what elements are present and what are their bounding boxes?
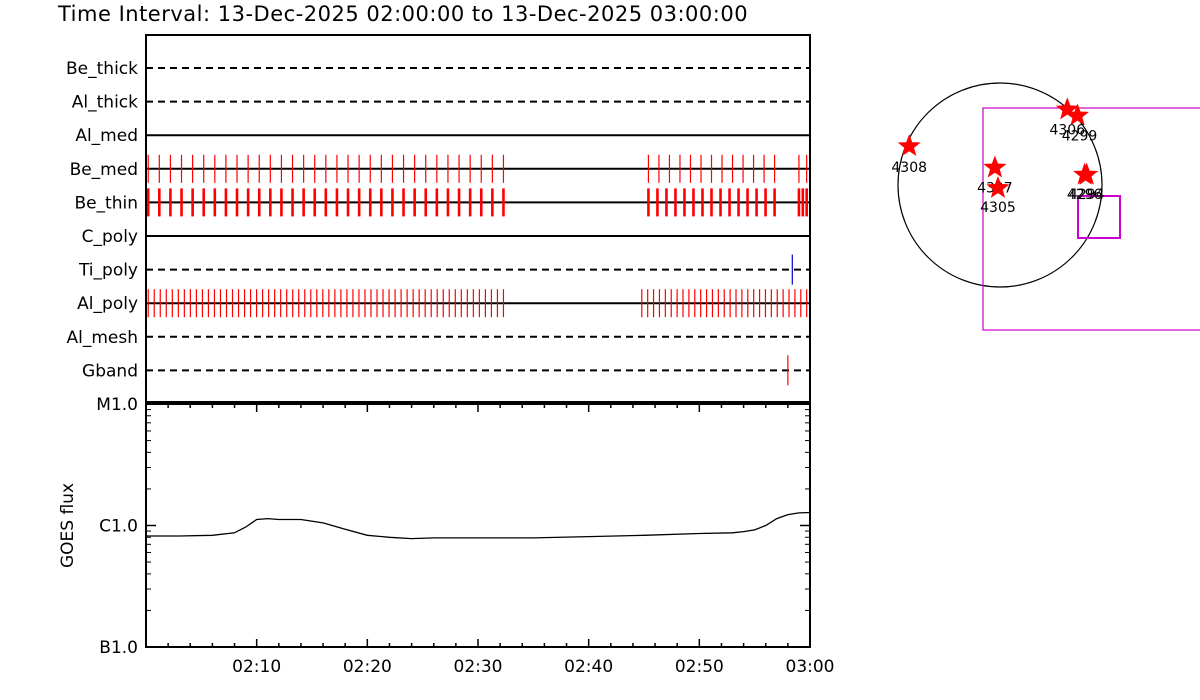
timeline-frame xyxy=(145,34,811,403)
row-label: Al_thick xyxy=(72,93,138,113)
row-label: Al_med xyxy=(75,126,138,146)
region-label: 4294 xyxy=(1069,187,1105,203)
region-label: 4296 xyxy=(1067,187,1103,203)
region-label: 4308 xyxy=(891,160,927,176)
star-marker xyxy=(986,175,1010,198)
star-marker xyxy=(897,134,921,157)
instrument-timeline: Be_thick Al_thick Al_med Be_med Be_thin C_pol… xyxy=(66,34,811,403)
goes-frame xyxy=(145,403,811,648)
y-tick-label: C1.0 xyxy=(99,517,138,537)
row-label: Be_thick xyxy=(66,59,138,79)
x-tick-label: 02:30 xyxy=(454,657,503,677)
row-label: Al_poly xyxy=(77,294,138,314)
x-tick-label: 03:00 xyxy=(786,657,835,677)
row-label: Be_thin xyxy=(74,193,138,213)
region-label: 4299 xyxy=(1062,129,1098,145)
field-of-view-box xyxy=(982,107,1200,331)
row-label: Ti_poly xyxy=(78,261,138,281)
x-tick-label: 02:40 xyxy=(564,657,613,677)
y-tick-label: B1.0 xyxy=(99,638,138,658)
star-marker xyxy=(983,155,1007,178)
chart-title: Time Interval: 13-Dec-2025 02:00:00 to 1… xyxy=(58,2,749,26)
solar-limb xyxy=(897,82,1103,288)
x-tick-label: 02:20 xyxy=(343,657,392,677)
row-label: Be_med xyxy=(70,160,138,180)
row-label: Gband xyxy=(82,361,138,381)
star-marker xyxy=(1066,103,1090,126)
x-tick-label: 02:10 xyxy=(232,657,281,677)
star-marker xyxy=(1055,97,1079,120)
solar-disk-map: 4308430743054306429942964294 xyxy=(891,82,1200,331)
row-label: C_poly xyxy=(82,227,138,247)
y-axis-label: GOES flux xyxy=(58,483,78,568)
row-label: Al_mesh xyxy=(66,328,138,348)
target-box xyxy=(1077,195,1121,239)
region-label: 4305 xyxy=(980,200,1016,216)
region-label: 4306 xyxy=(1049,123,1085,139)
goes-flux-plot: 02:10 02:20 02:30 02:40 02:50 03:00 B1.0 C1.0 M1… xyxy=(58,395,835,677)
star-marker xyxy=(1075,162,1099,185)
y-tick-label: M1.0 xyxy=(96,395,138,415)
goes-flux-line xyxy=(146,511,811,540)
x-tick-label: 02:50 xyxy=(675,657,724,677)
